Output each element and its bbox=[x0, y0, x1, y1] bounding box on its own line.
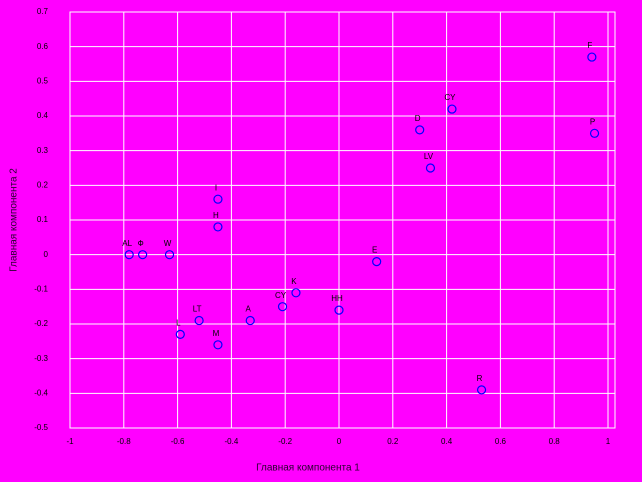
point bbox=[587, 52, 597, 62]
point-label: AL bbox=[122, 239, 132, 248]
x-tick-label: -1 bbox=[66, 437, 74, 446]
y-tick-label: -0.5 bbox=[34, 423, 48, 432]
point-label: CY bbox=[275, 291, 287, 300]
point bbox=[213, 194, 223, 204]
point bbox=[425, 163, 436, 173]
point bbox=[175, 329, 185, 339]
y-tick-label: -0.3 bbox=[34, 354, 48, 363]
point bbox=[138, 250, 148, 260]
y-tick-label: 0.3 bbox=[37, 146, 49, 155]
point-label: P bbox=[590, 117, 595, 126]
point-label: W bbox=[164, 239, 172, 248]
point bbox=[291, 288, 301, 298]
point bbox=[277, 302, 288, 312]
y-tick-label: -0.1 bbox=[34, 284, 48, 293]
point bbox=[213, 340, 223, 350]
point bbox=[124, 250, 134, 260]
x-tick-label: -0.4 bbox=[225, 437, 239, 446]
x-tick-label: -0.2 bbox=[278, 437, 292, 446]
y-tick-label: 0.4 bbox=[37, 111, 49, 120]
point bbox=[213, 222, 223, 232]
point-label: I bbox=[215, 183, 217, 192]
point bbox=[476, 385, 487, 395]
point-label: D bbox=[415, 114, 421, 123]
x-tick-label: 0.6 bbox=[495, 437, 507, 446]
x-tick-label: -0.6 bbox=[171, 437, 185, 446]
point-label: K bbox=[291, 277, 297, 286]
point-label: Ф bbox=[138, 239, 144, 248]
point-label: LT bbox=[193, 305, 202, 314]
y-tick-label: -0.4 bbox=[34, 388, 48, 397]
point bbox=[372, 257, 382, 267]
x-tick-label: 0.2 bbox=[387, 437, 399, 446]
y-tick-label: 0.5 bbox=[37, 76, 49, 85]
point-label: R bbox=[477, 374, 483, 383]
y-tick-label: 0.7 bbox=[37, 7, 49, 16]
x-tick-label: 0.8 bbox=[549, 437, 561, 446]
point bbox=[245, 315, 255, 326]
point-label: A bbox=[246, 305, 252, 314]
x-tick-label: 1 bbox=[606, 437, 611, 446]
y-tick-label: 0.2 bbox=[37, 180, 49, 189]
y-tick-label: 0.6 bbox=[37, 42, 49, 51]
point bbox=[415, 125, 425, 135]
point bbox=[194, 315, 204, 326]
point bbox=[447, 104, 457, 114]
point-label: E bbox=[372, 246, 377, 255]
point-label: M bbox=[213, 329, 220, 338]
point-label: HH bbox=[331, 294, 343, 303]
point bbox=[589, 128, 600, 138]
x-tick-label: 0 bbox=[337, 437, 342, 446]
point bbox=[334, 305, 344, 315]
y-tick-label: 0 bbox=[44, 250, 49, 259]
y-tick-label: -0.2 bbox=[34, 319, 48, 328]
x-tick-label: 0.4 bbox=[441, 437, 453, 446]
y-axis-title: Главная компонента 2 bbox=[9, 168, 20, 272]
x-axis-title: Главная компонента 1 bbox=[256, 463, 360, 474]
point-label: LV bbox=[424, 152, 434, 161]
point-label: H bbox=[213, 211, 219, 220]
y-tick-label: 0.1 bbox=[37, 215, 49, 224]
point-label: F bbox=[587, 41, 592, 50]
point bbox=[164, 250, 175, 260]
x-tick-label: -0.8 bbox=[117, 437, 131, 446]
point-label: CY bbox=[444, 93, 456, 102]
point-label: L bbox=[176, 319, 181, 328]
